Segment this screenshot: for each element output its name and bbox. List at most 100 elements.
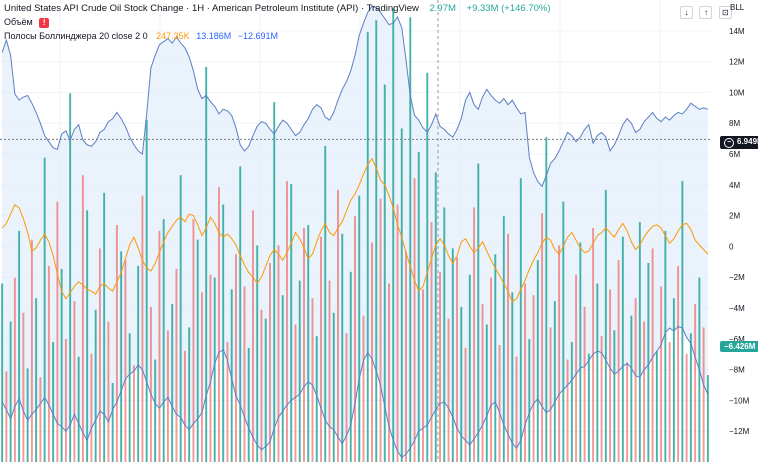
volume-bar [209, 274, 212, 462]
volume-bar [604, 189, 607, 462]
y-tick-label: 12M [729, 58, 745, 67]
volume-bar [192, 219, 195, 462]
volume-bar [626, 362, 629, 462]
volume-bar [562, 201, 565, 462]
bollinger-upper-value: 13.186M [196, 31, 232, 41]
y-tick-label: 8M [729, 119, 740, 128]
volume-bar [660, 286, 663, 462]
volume-bar [286, 181, 288, 462]
volume-bar [324, 145, 327, 462]
volume-bar [643, 321, 646, 462]
volume-bar [115, 224, 118, 462]
volume-bar [464, 347, 467, 462]
volume-bar [175, 268, 178, 462]
volume-bar [473, 207, 475, 462]
volume-bar [362, 315, 365, 462]
volume-bar [137, 265, 140, 462]
volume-bar [345, 333, 348, 462]
volume-bar [375, 20, 378, 462]
y-tick-label: −2M [729, 273, 745, 282]
volume-bar [545, 137, 548, 462]
volume-label: Объём [4, 17, 33, 27]
y-tick-label: −12M [729, 427, 750, 436]
volume-bar [332, 312, 335, 462]
volume-bar [183, 350, 186, 462]
volume-bar [528, 339, 531, 462]
volume-bar [188, 327, 191, 462]
volume-bar [677, 265, 680, 462]
volume-bar [613, 330, 616, 462]
volume-bar [600, 336, 603, 462]
volume-bar [507, 233, 510, 462]
bollinger-basis-line [1, 157, 709, 303]
volume-bar [681, 181, 684, 462]
volume-bar [485, 324, 488, 462]
volume-bar [413, 178, 416, 462]
volume-bar [103, 192, 106, 462]
volume-bar [69, 93, 72, 462]
volume-bar [154, 359, 157, 462]
volume-bar [583, 306, 586, 462]
y-tick-label: −4M [729, 304, 745, 313]
minus-icon[interactable]: − [724, 138, 734, 148]
y-tick-label: 2M [729, 212, 740, 221]
volume-bar [638, 222, 641, 462]
volume-bar [260, 309, 263, 462]
volume-bar [269, 263, 271, 462]
volume-bar [328, 280, 331, 462]
volume-bar [294, 324, 297, 462]
volume-bar [549, 327, 552, 462]
volume-bar [56, 201, 59, 462]
volume-bar [630, 315, 633, 462]
volume-bar [570, 342, 573, 462]
maximize-icon[interactable]: ⊡ [718, 6, 732, 19]
volume-bar [64, 339, 67, 462]
volume-bar [98, 248, 101, 462]
volume-bar [524, 283, 527, 462]
volume-bar [9, 321, 12, 462]
volume-bar [162, 219, 165, 462]
volume-bar [273, 102, 276, 462]
volume-bar [43, 157, 46, 462]
value-change: +9.33M (+146.70%) [466, 3, 551, 14]
current-value-badge[interactable]: −6.949M [720, 136, 758, 149]
volume-bar [120, 251, 123, 462]
bollinger-legend[interactable]: Полосы Боллинджера 20 close 2 0 247.35K … [4, 31, 278, 41]
warning-icon[interactable]: ! [39, 17, 50, 28]
volume-bar [145, 119, 148, 462]
volume-bar [18, 230, 21, 462]
volume-bar [417, 151, 420, 462]
volume-bar [430, 222, 433, 462]
last-value: 2.97M [429, 3, 456, 14]
y-tick-label: −10M [729, 396, 750, 405]
scroll-down-icon[interactable]: ↓ [680, 6, 693, 19]
y-tick-label: 10M [729, 88, 745, 97]
volume-bar [39, 377, 42, 462]
y-tick-label: −6M [729, 335, 745, 344]
volume-bar [379, 198, 382, 462]
volume-bar [358, 195, 361, 462]
volume-bars [1, 8, 709, 462]
price-axis[interactable]: 14M 12M 10M 8M 6M 4M 2M 0 −2M −4M −6M −8M −10M −12M [729, 27, 750, 436]
volume-bar [617, 260, 620, 462]
volume-bar [439, 271, 441, 462]
volume-bar [22, 312, 25, 462]
y-tick-label: 14M [729, 27, 745, 36]
volume-bar [477, 163, 480, 462]
volume-bar [447, 318, 450, 462]
volume-bar [111, 382, 114, 462]
volume-bar [307, 224, 310, 462]
volume-bar [35, 298, 38, 462]
volume-bar [609, 289, 612, 462]
volume-bar [558, 245, 561, 462]
volume-bar [132, 365, 135, 462]
volume-bar [519, 178, 522, 462]
volume-legend[interactable]: Объём ! [4, 17, 50, 28]
volume-bar [553, 301, 556, 462]
bollinger-lower-value: −12.691M [237, 31, 279, 41]
scroll-up-icon[interactable]: ↑ [699, 6, 713, 19]
volume-bar [434, 172, 437, 462]
volume-bar [536, 260, 539, 462]
volume-bar [107, 321, 110, 462]
